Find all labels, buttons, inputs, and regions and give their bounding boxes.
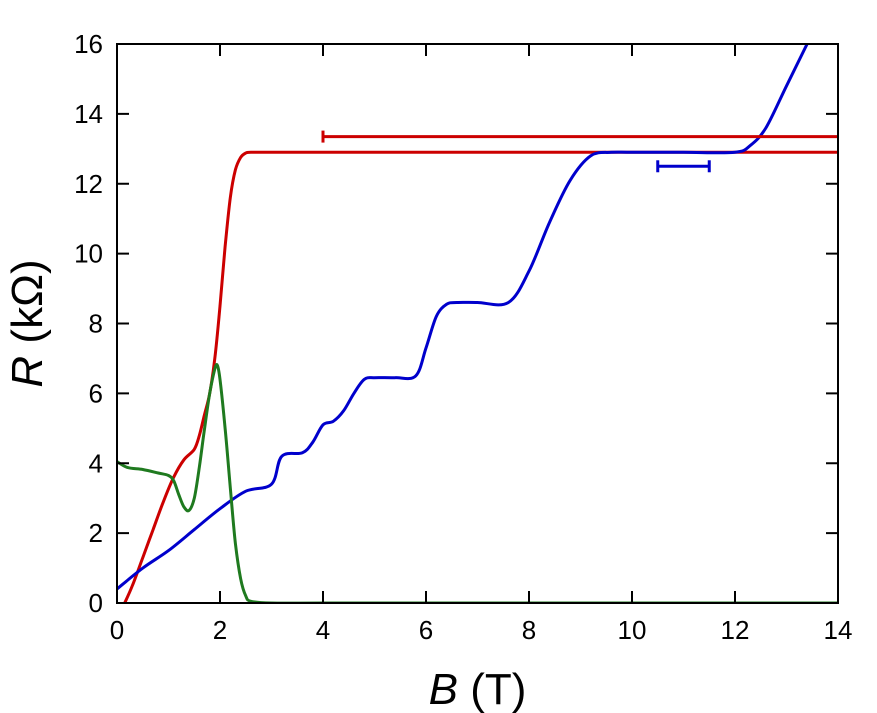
y-axis-unit: (kΩ) — [3, 259, 52, 355]
error-bar-layer — [321, 130, 838, 173]
y-axis-ticks: 0 2 4 6 8 10 12 14 16 — [74, 29, 838, 618]
y-tick-label: 16 — [74, 29, 103, 59]
x-tick-label: 14 — [824, 615, 853, 645]
y-axis-variable: R — [3, 356, 52, 388]
y-tick-label: 8 — [89, 309, 103, 339]
y-tick-label: 10 — [74, 239, 103, 269]
series-line-3 — [117, 363, 838, 603]
x-axis-ticks: 0 2 4 6 8 10 12 14 — [110, 44, 853, 645]
x-tick-label: 10 — [618, 615, 647, 645]
y-axis-label: R (kΩ) — [3, 259, 52, 387]
series-line-2 — [117, 44, 809, 591]
x-axis-unit: (T) — [458, 665, 526, 713]
x-tick-label: 12 — [721, 615, 750, 645]
error-bar-2 — [656, 160, 711, 173]
x-tick-label: 2 — [213, 615, 227, 645]
series-layer — [117, 44, 838, 603]
plot-frame — [116, 43, 839, 604]
x-tick-label: 6 — [419, 615, 433, 645]
x-tick-label: 8 — [522, 615, 536, 645]
series-line-1 — [123, 150, 838, 603]
y-tick-label: 4 — [89, 448, 103, 478]
x-axis-label: B (T) — [429, 665, 527, 713]
x-tick-label: 4 — [316, 615, 330, 645]
y-tick-label: 14 — [74, 99, 103, 129]
error-bar-1 — [321, 130, 838, 143]
y-tick-label: 6 — [89, 378, 103, 408]
y-tick-label: 2 — [89, 518, 103, 548]
x-axis-variable: B — [429, 665, 458, 713]
y-tick-label: 12 — [74, 169, 103, 199]
y-tick-label: 0 — [89, 588, 103, 618]
x-tick-label: 0 — [110, 615, 124, 645]
